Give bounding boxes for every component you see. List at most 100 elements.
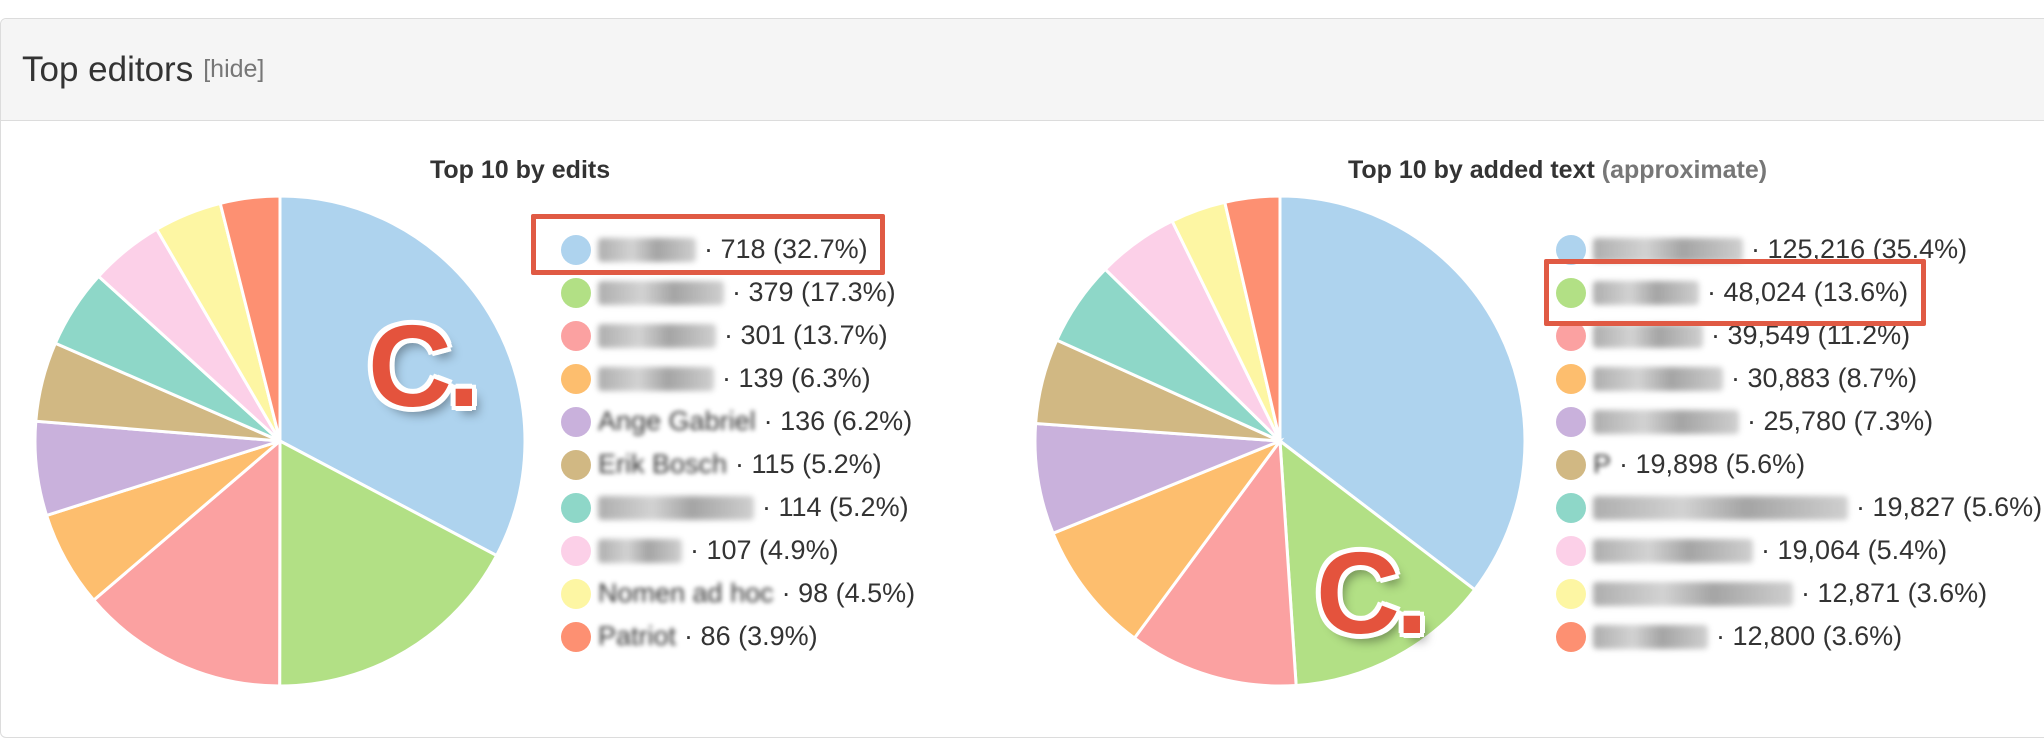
legend-editor-name-redacted	[1593, 237, 1743, 262]
chart-title-text: Top 10 by edits	[430, 156, 611, 184]
legend-swatch	[561, 449, 591, 480]
legend-separator: ·	[1716, 621, 1733, 651]
legend-separator: ·	[1707, 277, 1724, 307]
pie-slice[interactable]	[218, 194, 282, 442]
legend-separator: ·	[684, 621, 701, 651]
legend-separator: ·	[724, 320, 741, 350]
legend-item[interactable]: · 139 (6.3%)	[561, 357, 915, 400]
legend-item[interactable]: · 379 (17.3%)	[561, 271, 915, 314]
legend-swatch	[1556, 406, 1586, 437]
legend-value: 718 (32.7%)	[720, 234, 868, 264]
legend-separator: ·	[1711, 320, 1728, 350]
legend-editor-name-redacted	[598, 538, 682, 563]
legend-value: 114 (5.2%)	[778, 492, 909, 522]
chart-title-note: (approximate)	[1601, 156, 1768, 184]
legend-editor-name-redacted	[1593, 280, 1699, 305]
panel-title: Top editors	[22, 49, 194, 89]
legend-item[interactable]: · 107 (4.9%)	[561, 529, 915, 572]
legend-item[interactable]: Erik Bosch · 115 (5.2%)	[561, 443, 915, 486]
pie-slice[interactable]	[1223, 194, 1282, 442]
legend-separator: ·	[1856, 492, 1873, 522]
legend-value: 115 (5.2%)	[751, 449, 882, 479]
legend-value: 379 (17.3%)	[748, 277, 896, 307]
legend-item[interactable]: · 718 (32.7%)	[561, 228, 915, 271]
legend-editor-name: Ange Gabriel	[598, 406, 756, 436]
legend-item[interactable]: · 19,827 (5.6%)	[1556, 486, 2042, 529]
legend-swatch	[1556, 277, 1586, 308]
legend-separator: ·	[735, 449, 752, 479]
legend-editor-name: Nomen ad hoc	[598, 578, 774, 608]
legend-item[interactable]: · 125,216 (35.4%)	[1556, 228, 2042, 271]
legend-separator: ·	[781, 578, 799, 608]
legend-value: 98 (4.5%)	[798, 578, 916, 608]
legend-item[interactable]: Nomen ad hoc · 98 (4.5%)	[561, 572, 915, 615]
legend-separator: ·	[763, 406, 781, 436]
legend-separator: ·	[1747, 406, 1764, 436]
legend-swatch	[1556, 621, 1586, 652]
legend-item[interactable]: · 12,871 (3.6%)	[1556, 572, 2042, 615]
pie-slice[interactable]	[1278, 437, 1477, 688]
legend-separator: ·	[762, 492, 779, 522]
legend-editor-name-redacted	[1593, 495, 1848, 520]
chart-title-added-text: Top 10 by added text (approximate)	[1348, 156, 1767, 185]
legend-value: 30,883 (8.7%)	[1747, 363, 1918, 393]
legend-separator: ·	[1619, 449, 1636, 479]
legend-editor-name: Patriot	[598, 621, 677, 651]
added-text-pie	[1033, 194, 1527, 688]
pie-slice[interactable]	[1051, 437, 1285, 641]
pie-slice[interactable]	[91, 437, 282, 688]
legend-editor-name-redacted	[598, 237, 696, 262]
legend-item[interactable]: · 25,780 (7.3%)	[1556, 400, 2042, 443]
legend-editor-name-redacted	[598, 280, 724, 305]
legend-item[interactable]: · 48,024 (13.6%)	[1556, 271, 2042, 314]
legend-item[interactable]: · 12,800 (3.6%)	[1556, 615, 2042, 658]
legend-editor-name-redacted	[598, 495, 754, 520]
pie-slice[interactable]	[1132, 436, 1298, 688]
edits-legend: · 718 (32.7%) · 379 (17.3%) · 301 (13.7%) ·…	[561, 228, 915, 658]
legend-swatch	[1556, 578, 1586, 609]
legend-editor-name-redacted	[1593, 323, 1703, 348]
legend-swatch	[561, 492, 591, 523]
legend-swatch	[1556, 363, 1586, 394]
pie-slice[interactable]	[1033, 421, 1281, 536]
legend-value: 301 (13.7%)	[740, 320, 888, 350]
added-text-legend: · 125,216 (35.4%) · 48,024 (13.6%) · 39,54…	[1556, 228, 2042, 658]
panel-heading: Top editors [hide]	[1, 19, 2044, 121]
legend-separator: ·	[1801, 578, 1818, 608]
pie-slice[interactable]	[278, 438, 499, 688]
legend-item[interactable]: · 30,883 (8.7%)	[1556, 357, 2042, 400]
legend-item[interactable]: Patriot · 86 (3.9%)	[561, 615, 915, 658]
legend-separator: ·	[732, 277, 749, 307]
pie-slice[interactable]	[278, 194, 527, 558]
legend-separator: ·	[1731, 363, 1748, 393]
legend-item[interactable]: P · 19,898 (5.6%)	[1556, 443, 2042, 486]
legend-editor-name-redacted	[1593, 409, 1739, 434]
legend-separator: ·	[1761, 535, 1778, 565]
legend-swatch	[561, 578, 591, 609]
legend-value: 107 (4.9%)	[706, 535, 839, 565]
legend-editor-name-redacted	[598, 366, 714, 391]
legend-swatch	[561, 621, 591, 652]
legend-value: 19,898 (5.6%)	[1635, 449, 1806, 479]
legend-value: 19,827 (5.6%)	[1872, 492, 2043, 522]
highlight-box-added-text	[1544, 259, 1926, 326]
pie-slice[interactable]	[1278, 194, 1527, 592]
legend-value: 48,024 (13.6%)	[1723, 277, 1909, 307]
legend-item[interactable]: Ange Gabriel · 136 (6.2%)	[561, 400, 915, 443]
hide-link[interactable]: [hide]	[203, 55, 265, 83]
legend-swatch	[1556, 449, 1586, 480]
badge-c-added-text: C.	[1316, 528, 1428, 658]
legend-value: 12,871 (3.6%)	[1817, 578, 1988, 608]
legend-swatch	[561, 320, 591, 351]
legend-editor-name-redacted	[1593, 366, 1723, 391]
legend-item[interactable]: · 114 (5.2%)	[561, 486, 915, 529]
legend-swatch	[561, 535, 591, 566]
legend-editor-name: P	[1593, 449, 1612, 479]
legend-separator: ·	[722, 363, 739, 393]
legend-editor-name-redacted	[598, 323, 716, 348]
edits-pie	[33, 194, 527, 688]
legend-item[interactable]: · 19,064 (5.4%)	[1556, 529, 2042, 572]
legend-item[interactable]: · 301 (13.7%)	[561, 314, 915, 357]
badge-c-edits: C.	[368, 301, 480, 431]
legend-swatch	[561, 277, 591, 308]
